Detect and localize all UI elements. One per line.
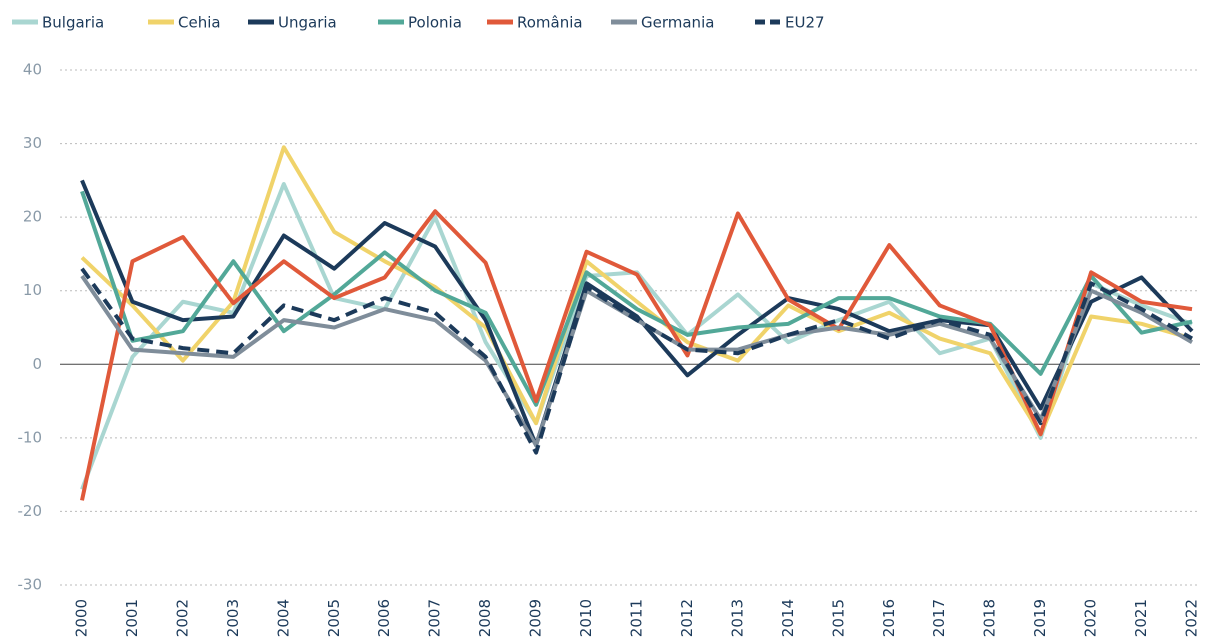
series-line <box>80 182 1193 491</box>
series-line <box>80 267 1194 455</box>
x-tick-label: 2015 <box>829 599 847 637</box>
x-tick-label: 2000 <box>73 599 91 637</box>
x-tick-label: 2012 <box>678 599 696 637</box>
x-tick-label: 2010 <box>577 599 595 637</box>
y-tick-label: 40 <box>23 61 42 79</box>
x-tick-label: 2007 <box>426 599 444 637</box>
series-line <box>80 145 1193 437</box>
x-tick-label: 2003 <box>224 599 242 637</box>
y-tick-label: 20 <box>23 208 42 226</box>
x-tick-label: 2014 <box>779 599 797 637</box>
y-tick-label: -10 <box>18 428 43 446</box>
x-tick-label: 2011 <box>628 599 646 637</box>
x-tick-label: 2022 <box>1183 599 1201 637</box>
x-tick-label: 2001 <box>123 599 141 637</box>
y-tick-label: 0 <box>32 355 42 373</box>
x-tick-label: 2021 <box>1132 599 1150 637</box>
x-tick-label: 2017 <box>930 599 948 637</box>
legend-label: Bulgaria <box>42 14 104 32</box>
legend-label: Germania <box>641 14 714 32</box>
x-tick-label: 2008 <box>476 599 494 637</box>
y-tick-label: -30 <box>18 576 43 594</box>
series-line <box>80 190 1193 407</box>
legend-label: Cehia <box>178 14 221 32</box>
x-tick-label: 2016 <box>880 599 898 637</box>
x-tick-label: 2005 <box>325 599 343 637</box>
x-tick-label: 2020 <box>1082 599 1100 637</box>
x-tick-label: 2002 <box>173 599 191 637</box>
x-tick-label: 2018 <box>981 599 999 637</box>
x-tick-label: 2004 <box>274 599 292 637</box>
legend-label: Ungaria <box>278 14 337 32</box>
series-line <box>80 209 1193 501</box>
x-tick-label: 2013 <box>728 599 746 637</box>
x-tick-label: 2019 <box>1031 599 1049 637</box>
series-line <box>80 179 1194 448</box>
x-tick-label: 2006 <box>375 599 393 637</box>
legend-label: Polonia <box>408 14 462 32</box>
x-tick-label: 2009 <box>527 599 545 637</box>
y-tick-label: 30 <box>23 134 42 152</box>
legend-label: EU27 <box>785 14 825 32</box>
legend-label: România <box>517 14 583 32</box>
y-tick-label: 10 <box>23 281 42 299</box>
y-tick-label: -20 <box>18 502 43 520</box>
